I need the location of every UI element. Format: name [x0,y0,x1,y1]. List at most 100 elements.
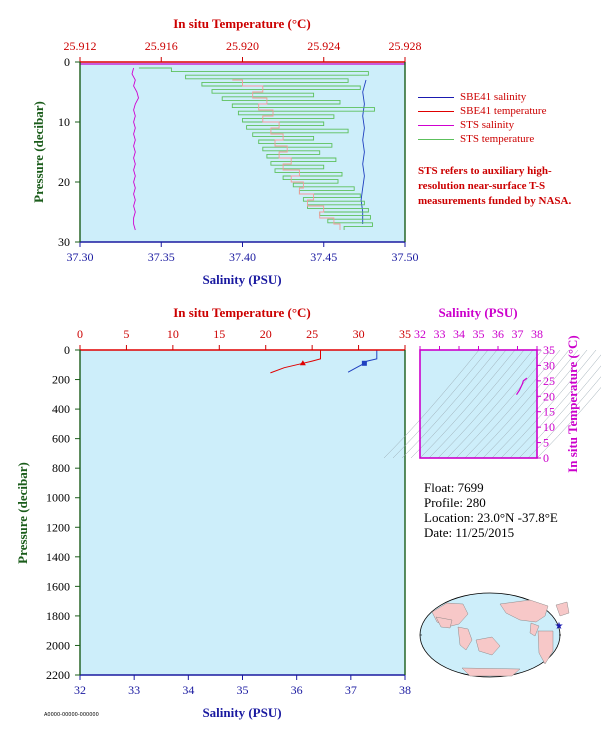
panel-top-series-2 [138,67,375,230]
panel-ts-right-tick-label: 20 [543,389,555,403]
footer-id: A0000-00000-000000 [44,712,99,718]
panel-bottom-left-tick-label: 1200 [46,520,70,534]
panel-bottom-top-tick-label: 35 [399,327,411,341]
panel-top-ticks: 37.30 37.35 37.40 37.45 37.50 25.912 25.916 25.… [58,39,422,264]
panel-bottom-marker-1 [299,360,306,366]
panel-bottom-top-tick-label: 5 [123,327,129,341]
panel-top-bottom-tick-label: 37.30 [67,250,94,264]
density-contour [518,365,601,459]
float-id: Float: 7699 [424,480,484,495]
panel-top-plot-area [79,61,406,243]
density-contour [383,349,480,459]
panel-top-bottom-axis-title: Salinity (PSU) [202,272,281,287]
panel-ts-right-tick-label: 25 [543,374,555,388]
panel-ts-series [515,377,528,396]
panel-top-top-tick-label: 25.928 [389,39,422,53]
panel-ts-right-tick-label: 0 [543,451,549,465]
sts-note: STS refers to auxiliary high-resolution … [418,165,572,207]
panel-bottom-top-tick-label: 25 [306,327,318,341]
panel-bottom-left-tick-label: 2000 [46,638,70,652]
panel-top-series-1 [360,79,367,224]
panel-top: 37.30 37.35 37.40 37.45 37.50 25.912 25.916 25.… [31,16,422,287]
panel-top-series-0 [131,67,139,231]
panel-bottom: 32 33 34 35 36 37 38 0 5 10 15 20 25 30 35 0 200 400 600 80… [15,305,411,720]
panel-ts-right-tick-label: 5 [543,436,549,450]
panel-bottom-top-tick-label: 0 [77,327,83,341]
density-contour [437,349,534,459]
panel-top-left-tick-label: 10 [58,115,70,129]
panel-bottom-bottom-tick-label: 38 [399,683,411,697]
panel-top-top-tick-label: 25.920 [226,39,259,53]
density-contour [419,349,516,459]
panel-bottom-plot-area [79,349,406,676]
panel-top-left-tick-label: 30 [58,235,70,249]
panel-top-series [80,63,405,231]
legend-swatch [418,138,454,140]
panel-bottom-left-tick-label: 2200 [46,668,70,682]
panel-ts-top-tick-label: 33 [434,327,446,341]
panel-bottom-top-axis-title: In situ Temperature (°C) [173,305,311,320]
density-contour [401,349,498,459]
panel-bottom-left-tick-label: 400 [52,402,70,416]
panel-bottom-left-tick-label: 0 [64,343,70,357]
panel-top-bottom-tick-label: 37.50 [392,250,419,264]
legend: SBE41 salinity SBE41 temperature STS salin… [418,90,546,146]
density-contour [500,349,597,459]
panel-bottom-left-tick-label: 1000 [46,491,70,505]
panel-bottom-bottom-tick-label: 32 [74,683,86,697]
panel-ts-top-axis-title: Salinity (PSU) [438,305,517,320]
panel-ts-plot-area [419,349,538,459]
panel-top-bottom-tick-label: 37.40 [229,250,256,264]
panel-bottom-left-tick-label: 1800 [46,609,70,623]
legend-label: SBE41 salinity [460,91,527,103]
location: Location: 23.0°N -37.8°E [424,510,558,525]
panel-bottom-bottom-tick-label: 35 [237,683,249,697]
panel-bottom-bottom-tick-label: 34 [182,683,194,697]
legend-item: SBE41 salinity [418,90,546,104]
panel-bottom-left-tick-label: 1400 [46,550,70,564]
density-contour [473,349,570,459]
legend-item: SBE41 temperature [418,104,546,118]
float-info: Float: 7699 Profile: 280 Location: 23.0°… [424,480,558,540]
panel-bottom-top-tick-label: 15 [213,327,225,341]
panel-ts-right-tick-label: 15 [543,405,555,419]
panel-bottom-bottom-axis-title: Salinity (PSU) [202,705,281,720]
panel-bottom-series [270,350,378,374]
legend-item: STS salinity [418,118,546,132]
panel-ts-top-tick-label: 34 [453,327,465,341]
panel-bottom-ticks: 32 33 34 35 36 37 38 0 5 10 15 20 25 30 35 0 200 400 600 80… [46,327,411,697]
panel-ts-top-tick-label: 36 [492,327,504,341]
density-contour [446,349,543,459]
panel-bottom-top-tick-label: 10 [167,327,179,341]
legend-swatch [418,110,454,112]
panel-bottom-top-tick-label: 20 [260,327,272,341]
density-contour [464,349,561,459]
panel-ts-right-tick-label: 35 [543,343,555,357]
panel-ts-right-axis-title: In situ Temperature (°C) [565,335,580,473]
map-land [431,599,570,677]
panel-bottom-y-axis-title: Pressure (decibar) [15,462,30,564]
panel-bottom-left-tick-label: 600 [52,432,70,446]
panel-ts-top-tick-label: 38 [531,327,543,341]
float-location-star-icon: ★ [555,621,564,632]
panel-bottom-left-tick-label: 1600 [46,579,70,593]
profile-number: Profile: 280 [424,495,486,510]
date: Date: 11/25/2015 [424,525,515,540]
panel-bottom-bottom-tick-label: 33 [128,683,140,697]
panel-top-top-tick-label: 25.916 [145,39,178,53]
panel-top-top-tick-label: 25.912 [64,39,97,53]
density-contour [509,354,601,459]
panel-ts-right-tick-label: 10 [543,420,555,434]
legend-swatch [418,124,454,126]
panel-ts-density-contours [383,349,601,459]
panel-bottom-left-tick-label: 200 [52,373,70,387]
panel-top-left-tick-label: 0 [64,55,70,69]
panel-bottom-series-1 [270,350,321,374]
legend-label: STS temperature [460,133,535,145]
legend-item: STS temperature [418,132,546,146]
panel-bottom-bottom-tick-label: 37 [345,683,357,697]
panel-top-bottom-tick-label: 37.35 [148,250,175,264]
panel-bottom-bottom-tick-label: 36 [291,683,303,697]
